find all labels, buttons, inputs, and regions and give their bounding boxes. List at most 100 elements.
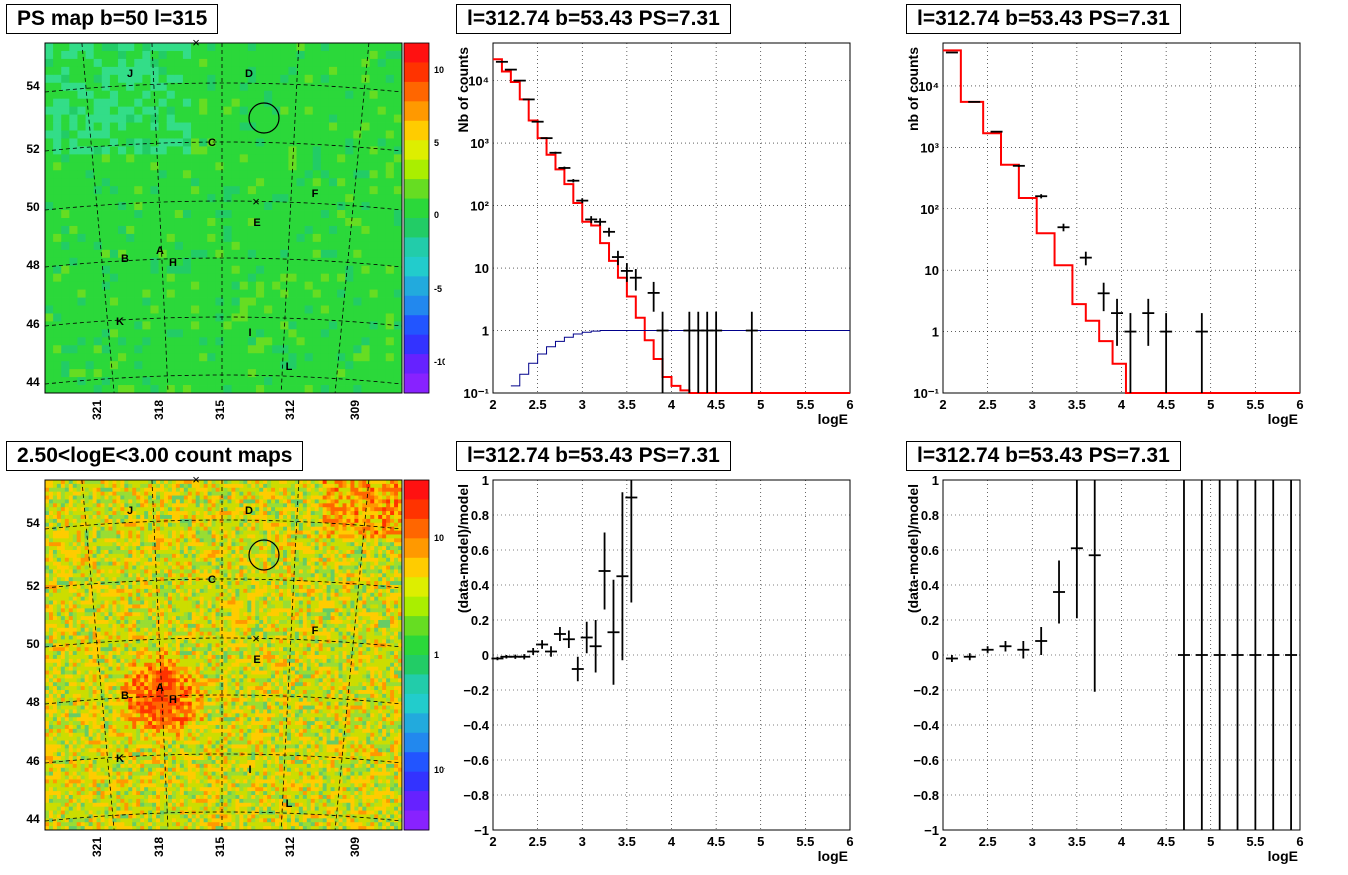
map-pixel xyxy=(148,701,153,706)
map-pixel xyxy=(136,744,141,749)
map-pixel xyxy=(101,170,111,179)
map-pixel xyxy=(166,90,176,100)
map-pixel xyxy=(68,483,74,489)
map-pixel xyxy=(92,635,97,640)
map-pixel xyxy=(72,518,78,524)
map-pixel xyxy=(142,210,151,219)
map-pixel xyxy=(353,233,362,243)
map-pixel xyxy=(61,146,70,155)
map-pixel xyxy=(64,592,70,598)
map-pixel xyxy=(45,721,50,726)
map-pixel xyxy=(45,612,50,617)
map-pixel xyxy=(223,82,233,92)
map-pixel xyxy=(144,561,149,566)
map-pixel xyxy=(156,557,161,563)
map-pixel xyxy=(56,620,62,625)
map-pixel xyxy=(255,98,265,108)
map-pixel xyxy=(164,557,169,563)
map-pixel xyxy=(100,732,105,738)
map-pixel xyxy=(52,569,58,574)
map-pixel xyxy=(166,257,176,267)
map-pixel xyxy=(76,627,82,633)
map-pixel xyxy=(264,377,273,386)
map-pixel xyxy=(182,154,192,163)
map-pixel xyxy=(100,612,105,617)
map-pixel xyxy=(288,98,297,108)
map-pixel xyxy=(69,210,78,219)
map-pixel xyxy=(142,58,151,68)
map-pixel xyxy=(164,756,169,761)
map-pixel xyxy=(158,66,168,76)
map-pixel xyxy=(369,369,379,378)
map-pixel xyxy=(116,487,121,493)
map-pixel xyxy=(108,546,113,551)
map-pixel xyxy=(132,697,137,703)
map-pixel xyxy=(45,106,54,115)
map-pixel xyxy=(52,678,58,683)
map-pixel xyxy=(144,511,149,516)
map-pixel xyxy=(76,802,82,808)
map-pixel xyxy=(126,321,135,330)
map-pixel xyxy=(48,530,54,535)
map-pixel xyxy=(77,385,86,394)
map-pixel xyxy=(92,623,97,629)
map-pixel xyxy=(116,526,121,531)
map-pixel xyxy=(171,507,177,512)
map-pixel xyxy=(264,225,273,235)
map-pixel xyxy=(171,666,177,671)
map-pixel xyxy=(174,281,184,290)
map-source-label: H xyxy=(169,257,177,269)
map-pixel xyxy=(85,281,95,290)
map-pixel xyxy=(96,631,101,636)
map-pixel xyxy=(171,550,177,555)
map-pixel xyxy=(64,515,70,520)
map-pixel xyxy=(88,721,93,726)
map-pixel xyxy=(166,249,176,259)
map-pixel xyxy=(93,289,103,298)
map-pixel xyxy=(164,522,169,528)
map-pixel xyxy=(52,752,58,757)
map-pixel xyxy=(296,353,306,362)
map-pixel xyxy=(76,507,82,512)
map-pixel xyxy=(288,106,297,115)
map-pixel xyxy=(377,241,387,251)
map-pixel xyxy=(132,569,137,574)
map-pixel xyxy=(52,783,58,788)
map-pixel xyxy=(231,257,241,267)
map-pixel xyxy=(120,577,125,582)
map-pixel xyxy=(112,569,117,574)
map-pixel xyxy=(45,740,50,745)
map-pixel xyxy=(100,577,105,582)
map-pixel xyxy=(80,728,86,734)
map-pixel xyxy=(272,281,281,290)
map-pixel xyxy=(156,802,161,808)
map-pixel xyxy=(104,760,109,765)
map-pixel xyxy=(156,647,161,652)
map-pixel xyxy=(223,289,233,298)
map-pixel xyxy=(128,701,133,706)
map-pixel xyxy=(92,511,97,516)
map-pixel xyxy=(48,760,54,765)
map-pixel xyxy=(148,818,153,823)
map-lon-line xyxy=(280,42,300,394)
map-pixel xyxy=(132,662,137,668)
map-pixel xyxy=(280,225,289,235)
map-pixel xyxy=(84,639,90,644)
map-pixel xyxy=(48,569,54,574)
map-pixel xyxy=(56,573,62,578)
map-pixel xyxy=(280,377,289,386)
map-pixel xyxy=(48,522,54,528)
map-pixel xyxy=(191,178,200,187)
map-pixel xyxy=(136,658,141,664)
map-pixel xyxy=(126,74,135,84)
map-pixel xyxy=(116,802,121,808)
map-pixel xyxy=(328,265,338,275)
map-pixel xyxy=(60,569,66,574)
map-pixel xyxy=(156,608,161,613)
map-pixel xyxy=(124,721,129,726)
map-pixel xyxy=(215,218,224,227)
map-pixel xyxy=(175,538,181,543)
map-pixel xyxy=(76,798,82,804)
map-pixel xyxy=(199,353,208,362)
map-pixel xyxy=(353,210,362,219)
